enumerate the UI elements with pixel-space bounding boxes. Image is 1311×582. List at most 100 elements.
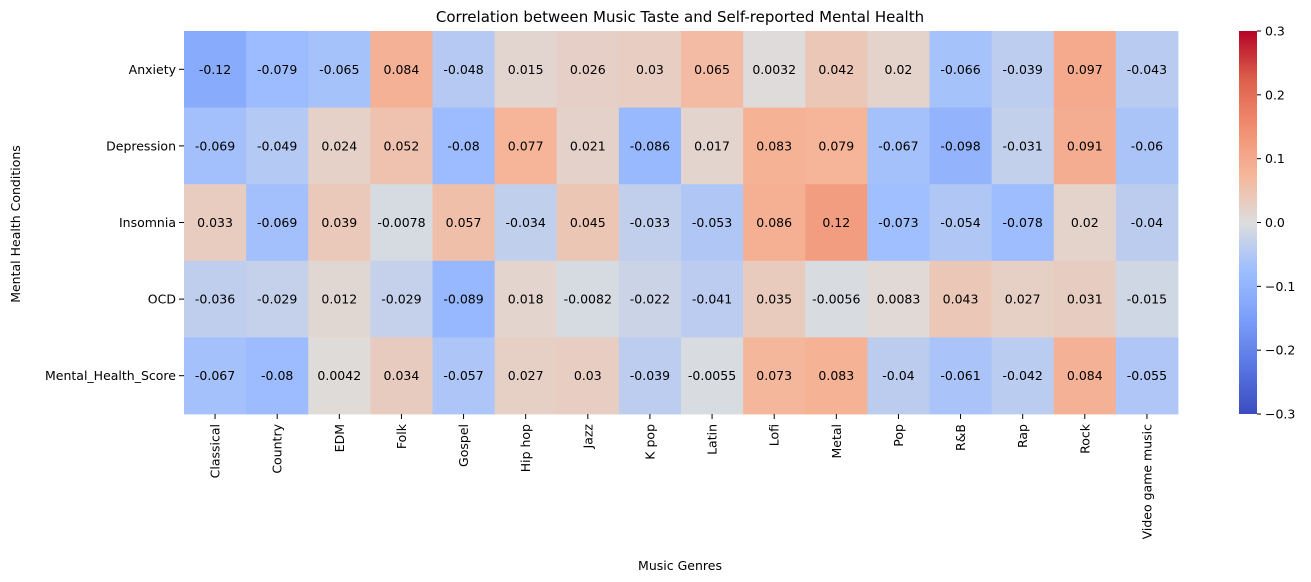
- x-tick-label: Metal: [829, 424, 844, 459]
- x-tick-label: Lofi: [767, 424, 782, 446]
- cell-value-label: 0.086: [756, 215, 792, 230]
- cell-value-label: -0.073: [878, 215, 918, 230]
- cell-value-label: -0.067: [878, 138, 918, 153]
- cell-value-label: -0.04: [1131, 215, 1163, 230]
- cell-value-label: -0.015: [1127, 292, 1167, 307]
- x-tick-label: Pop: [891, 424, 906, 447]
- cell-value-label: -0.042: [1003, 368, 1043, 383]
- cell-value-label: -0.0055: [688, 368, 736, 383]
- cell-value-label: 0.03: [636, 62, 664, 77]
- cell-value-label: 0.026: [570, 62, 606, 77]
- cell-value-label: 0.024: [321, 138, 357, 153]
- cell-value-label: -0.043: [1127, 62, 1167, 77]
- cell-value-label: 0.043: [943, 292, 979, 307]
- cell-value-label: 0.073: [756, 368, 792, 383]
- colorbar-tick-label: 0.0: [1265, 215, 1285, 230]
- cell-value-label: -0.048: [443, 62, 483, 77]
- cell-value-label: 0.084: [1067, 368, 1103, 383]
- chart-title: Correlation between Music Taste and Self…: [436, 8, 924, 26]
- x-tick-label: Rap: [1015, 424, 1030, 448]
- cell-value-label: 0.017: [694, 138, 730, 153]
- cell-value-label: -0.0056: [812, 292, 860, 307]
- x-tick-label: Classical: [208, 424, 223, 478]
- cell-value-label: 0.065: [694, 62, 730, 77]
- colorbar-tick-label: 0.2: [1265, 87, 1285, 102]
- cell-value-label: 0.0032: [752, 62, 796, 77]
- x-tick-label: Rock: [1077, 423, 1092, 454]
- heatmap-cells: -0.12 -0.079 -0.065 0.084 -0.048 0.015 0.026 0.…: [184, 31, 1178, 414]
- cell-value-label: -0.0078: [377, 215, 425, 230]
- cell-value-label: -0.041: [692, 292, 732, 307]
- y-tick-label: Insomnia: [119, 215, 176, 230]
- cell-value-label: -0.089: [443, 292, 483, 307]
- cell-value-label: -0.033: [630, 215, 670, 230]
- cell-value-label: 0.077: [508, 138, 544, 153]
- cell-value-label: -0.029: [381, 292, 421, 307]
- cell-value-label: 0.034: [384, 368, 420, 383]
- y-axis-label: Mental Health Conditions: [8, 145, 23, 303]
- cell-value-label: -0.08: [261, 368, 293, 383]
- x-tick-label: EDM: [332, 424, 347, 452]
- cell-value-label: -0.098: [940, 138, 980, 153]
- x-tick-label: Folk: [394, 423, 409, 449]
- x-tick-label: Country: [270, 423, 285, 473]
- cell-value-label: -0.029: [257, 292, 297, 307]
- cell-value-label: -0.06: [1131, 138, 1163, 153]
- x-tick-label: R&B: [953, 424, 968, 451]
- cell-value-label: 0.015: [508, 62, 544, 77]
- y-tick-label: Depression: [106, 138, 176, 153]
- x-tick-label: Hip hop: [518, 424, 533, 472]
- y-tick-label: OCD: [148, 292, 176, 307]
- cell-value-label: -0.069: [195, 138, 235, 153]
- cell-value-label: 0.079: [818, 138, 854, 153]
- x-tick-label: Video game music: [1139, 424, 1154, 540]
- cell-value-label: 0.021: [570, 138, 606, 153]
- cell-value-label: -0.086: [630, 138, 670, 153]
- cell-value-label: 0.02: [1071, 215, 1099, 230]
- cell-value-label: 0.091: [1067, 138, 1103, 153]
- colorbar: 0.30.20.10.0−0.1−0.2−0.3: [1239, 24, 1295, 422]
- cell-value-label: 0.0042: [317, 368, 361, 383]
- y-tick-label: Mental_Health_Score: [45, 368, 176, 383]
- colorbar-tick-label: −0.1: [1265, 279, 1295, 294]
- cell-value-label: -0.066: [940, 62, 980, 77]
- cell-value-label: -0.12: [199, 62, 231, 77]
- colorbar-tick-label: −0.3: [1265, 407, 1295, 422]
- cell-value-label: -0.055: [1127, 368, 1167, 383]
- cell-value-label: -0.04: [882, 368, 914, 383]
- cell-value-label: -0.069: [257, 215, 297, 230]
- cell-value-label: -0.039: [630, 368, 670, 383]
- cell-value-label: -0.0082: [564, 292, 612, 307]
- cell-value-label: 0.057: [446, 215, 482, 230]
- x-tick-label: Latin: [705, 424, 720, 455]
- colorbar-ticks: 0.30.20.10.0−0.1−0.2−0.3: [1257, 24, 1295, 422]
- colorbar-tick-label: 0.1: [1265, 151, 1285, 166]
- cell-value-label: 0.052: [384, 138, 420, 153]
- cell-value-label: -0.034: [506, 215, 546, 230]
- cell-value-label: -0.057: [443, 368, 483, 383]
- cell-value-label: 0.0083: [877, 292, 921, 307]
- colorbar-gradient: [1239, 31, 1257, 414]
- colorbar-tick-label: 0.3: [1265, 24, 1285, 39]
- cell-value-label: -0.079: [257, 62, 297, 77]
- cell-value-label: 0.083: [756, 138, 792, 153]
- cell-value-label: 0.045: [570, 215, 606, 230]
- x-tick-label: Gospel: [456, 424, 471, 467]
- cell-value-label: 0.012: [321, 292, 357, 307]
- cell-value-label: 0.031: [1067, 292, 1103, 307]
- x-axis-label: Music Genres: [638, 558, 722, 573]
- cell-value-label: 0.035: [756, 292, 792, 307]
- cell-value-label: -0.036: [195, 292, 235, 307]
- cell-value-label: 0.03: [574, 368, 602, 383]
- cell-value-label: 0.033: [197, 215, 233, 230]
- x-axis-ticks: Classical Country EDM Folk Gospel Hip hop Jazz…: [208, 414, 1155, 539]
- cell-value-label: -0.049: [257, 138, 297, 153]
- cell-value-label: 0.027: [1005, 292, 1041, 307]
- cell-value-label: 0.042: [818, 62, 854, 77]
- cell-value-label: -0.078: [1003, 215, 1043, 230]
- x-tick-label: Jazz: [580, 424, 595, 450]
- cell-value-label: -0.065: [319, 62, 359, 77]
- x-tick-label: K pop: [642, 424, 657, 460]
- cell-value-label: 0.097: [1067, 62, 1103, 77]
